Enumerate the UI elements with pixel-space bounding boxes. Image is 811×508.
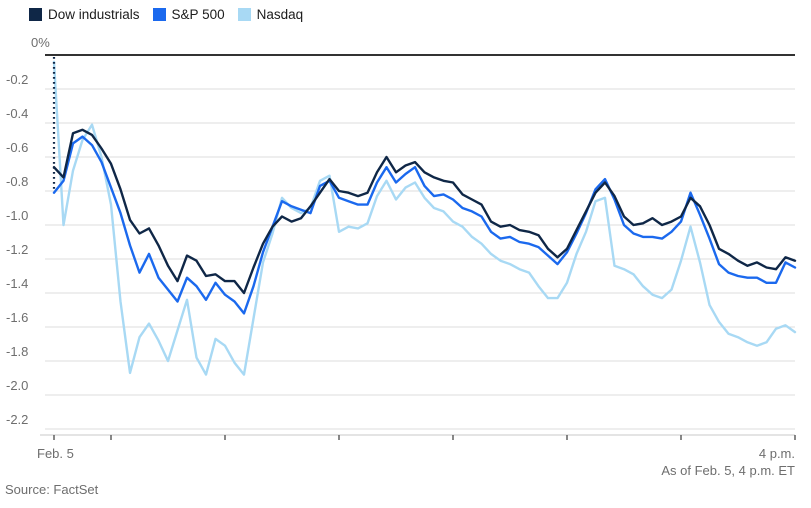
- y-axis-label: -0.4: [6, 106, 29, 121]
- legend-item-nasdaq: Nasdaq: [237, 7, 304, 22]
- y-axis-label: -1.4: [6, 276, 29, 291]
- y-axis-zero-label: 0%: [31, 35, 50, 50]
- legend-swatch-dow: [29, 8, 42, 21]
- y-axis-label: -2.2: [6, 412, 29, 427]
- source-note: Source: FactSet: [5, 482, 99, 497]
- y-axis-label: -2.0: [6, 378, 29, 393]
- y-axis-label: -1.6: [6, 310, 29, 325]
- legend-label-nasdaq: Nasdaq: [256, 7, 304, 22]
- legend-item-dow: Dow industrials: [29, 7, 140, 22]
- legend-swatch-sp500: [152, 8, 166, 21]
- legend-item-sp500: S&P 500: [152, 7, 225, 22]
- legend-label-sp500: S&P 500: [171, 7, 225, 22]
- series-line-s-p-500: [52, 135, 797, 315]
- y-axis-label: -1.8: [6, 344, 29, 359]
- legend: Dow industrials S&P 500 Nasdaq: [29, 7, 303, 22]
- series-line-dow-industrials: [52, 128, 797, 295]
- x-axis-label-start: Feb. 5: [37, 446, 74, 461]
- y-axis-label: -1.2: [6, 242, 29, 257]
- legend-label-dow: Dow industrials: [48, 7, 140, 22]
- series-line-nasdaq: [52, 60, 797, 376]
- y-axis-label: -0.8: [6, 174, 29, 189]
- x-axis-label-end: 4 p.m.: [758, 446, 795, 461]
- y-axis-label: -0.6: [6, 140, 29, 155]
- y-axis-label: -0.2: [6, 72, 29, 87]
- legend-swatch-nasdaq: [237, 8, 251, 21]
- y-axis-label: -1.0: [6, 208, 29, 223]
- as-of-note: As of Feb. 5, 4 p.m. ET: [661, 463, 795, 478]
